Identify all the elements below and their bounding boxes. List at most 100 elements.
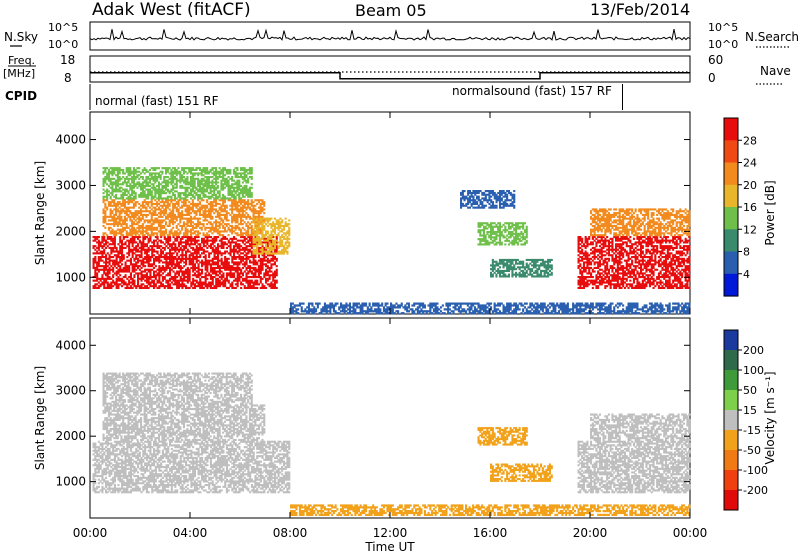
data-cell <box>117 261 120 264</box>
data-cell <box>234 245 237 248</box>
data-cell <box>170 168 173 171</box>
data-cell <box>141 206 144 209</box>
data-cell <box>204 281 207 284</box>
data-cell <box>198 179 201 182</box>
data-cell <box>183 283 186 286</box>
data-cell <box>148 226 151 229</box>
data-cell <box>125 201 128 204</box>
data-cell <box>482 231 485 234</box>
data-cell <box>232 193 235 196</box>
data-cell <box>252 206 255 209</box>
data-cell <box>234 190 237 193</box>
data-cell <box>504 202 507 205</box>
data-cell <box>277 241 280 244</box>
data-cell <box>197 224 200 227</box>
data-cell <box>147 232 150 235</box>
data-cell <box>193 268 196 271</box>
data-cell <box>270 223 273 226</box>
data-cell <box>108 283 111 286</box>
data-cell <box>209 245 212 248</box>
data-cell <box>115 208 118 211</box>
data-cell <box>502 273 505 276</box>
data-cell <box>261 285 264 288</box>
data-cell <box>240 174 243 177</box>
data-cell <box>131 224 134 227</box>
data-cell <box>92 286 95 289</box>
data-cell <box>115 217 118 220</box>
data-cell <box>138 210 141 213</box>
data-cell <box>240 239 243 242</box>
data-cell <box>211 226 214 229</box>
data-cell <box>186 221 189 224</box>
data-cell <box>518 273 521 276</box>
data-cell <box>145 177 148 180</box>
data-cell <box>252 201 255 204</box>
data-cell <box>169 245 172 248</box>
data-cell <box>507 199 510 202</box>
data-cell <box>163 213 166 216</box>
data-cell <box>106 268 109 271</box>
data-cell <box>259 223 262 226</box>
data-cell <box>186 234 189 237</box>
data-cell <box>145 188 148 191</box>
data-cell <box>215 250 218 253</box>
data-cell <box>190 246 193 249</box>
data-cell <box>247 192 250 195</box>
data-cell <box>119 279 122 282</box>
data-cell <box>142 265 145 268</box>
data-cell <box>511 234 514 237</box>
data-cell <box>225 237 228 240</box>
data-cell <box>233 279 236 282</box>
data-cell <box>195 259 198 262</box>
data-cell <box>131 177 134 180</box>
data-cell <box>166 204 169 207</box>
data-cell <box>192 259 195 262</box>
data-cell <box>154 186 157 189</box>
data-cell <box>270 226 273 229</box>
data-cell <box>165 259 168 262</box>
data-cell <box>186 212 189 215</box>
data-cell <box>122 281 125 284</box>
data-cell <box>172 206 175 209</box>
data-cell <box>215 263 218 266</box>
data-cell <box>136 183 139 186</box>
data-cell <box>153 241 156 244</box>
data-cell <box>243 257 246 260</box>
data-cell <box>211 239 214 242</box>
data-cell <box>241 213 244 216</box>
data-cell <box>165 167 168 170</box>
data-cell <box>476 190 479 193</box>
data-cell <box>245 272 248 275</box>
data-cell <box>182 223 185 226</box>
data-cell <box>197 184 200 187</box>
data-cell <box>206 246 209 249</box>
data-cell <box>145 250 148 253</box>
nsearch-tick-top: 10^5 <box>708 21 738 34</box>
data-cell <box>225 177 228 180</box>
data-cell <box>198 167 201 170</box>
data-cell <box>99 259 102 262</box>
data-cell <box>216 186 219 189</box>
data-cell <box>129 232 132 235</box>
data-cell <box>234 228 237 231</box>
data-cell <box>156 256 159 259</box>
data-cell <box>154 177 157 180</box>
data-cell <box>131 184 134 187</box>
data-cell <box>181 206 184 209</box>
data-cell <box>152 179 155 182</box>
data-cell <box>122 243 125 246</box>
data-cell <box>118 186 121 189</box>
data-cell <box>138 241 141 244</box>
data-cell <box>159 232 162 235</box>
data-cell <box>224 259 227 262</box>
data-cell <box>127 213 130 216</box>
data-cell <box>463 190 466 193</box>
data-cell <box>479 239 482 242</box>
data-cell <box>504 273 507 276</box>
data-cell <box>234 221 237 224</box>
data-cell <box>175 230 178 233</box>
data-cell <box>460 191 463 194</box>
data-cell <box>209 201 212 204</box>
data-cell <box>200 172 203 175</box>
data-cell <box>275 281 278 284</box>
